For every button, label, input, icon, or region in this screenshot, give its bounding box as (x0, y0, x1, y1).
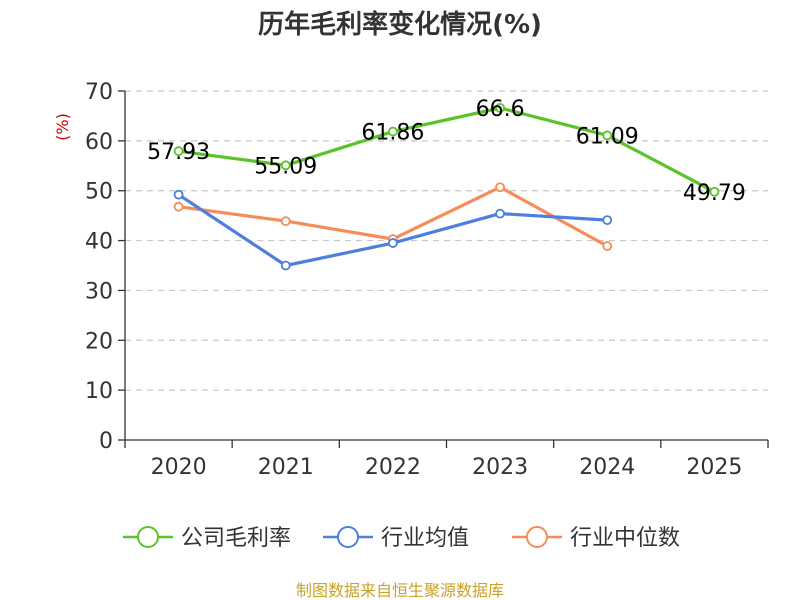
y-tick-label: 70 (85, 80, 113, 105)
gridlines (125, 90, 768, 391)
series-1-point (280, 260, 291, 271)
y-axis-unit-label: (%) (53, 113, 72, 141)
legend-marker-0 (137, 526, 159, 548)
data-label: 61.86 (361, 121, 424, 146)
series-2-point (495, 182, 505, 193)
series-line-1 (177, 193, 609, 268)
legend-marker-2 (526, 526, 548, 548)
series-1-point (173, 189, 184, 200)
legend-label: 行业中位数 (570, 526, 680, 551)
x-tick-label: 2023 (472, 455, 528, 480)
series-0-point (602, 130, 613, 141)
series-1-point (388, 238, 398, 248)
series-0-point (280, 160, 291, 171)
x-tick-label: 2020 (151, 455, 207, 480)
data-label: 57.93 (147, 140, 210, 165)
series-1-point (602, 215, 613, 226)
legend-label: 公司毛利率 (181, 526, 291, 551)
series-2-point (280, 216, 291, 227)
series-0-point (709, 186, 720, 197)
y-tick-label: 20 (85, 329, 113, 354)
chart-title: 历年毛利率变化情况(%) (258, 9, 542, 40)
legend: 公司毛利率 行业均值 行业中位数 (123, 526, 680, 551)
data-labels: 57.93 55.09 61.86 66.6 61.09 49.79 (147, 97, 746, 206)
series-2-point (173, 201, 184, 212)
series-line-0 (177, 106, 717, 194)
series-2-point (602, 241, 613, 251)
x-tick-label: 2024 (579, 455, 635, 480)
data-label: 61.09 (576, 124, 639, 149)
series-0-point (173, 146, 184, 157)
y-tick-label: 10 (85, 379, 113, 404)
axes: 0 10 20 30 40 50 60 70 2020 2021 2022 2023 2024 2025 (85, 80, 769, 480)
y-tick-label: 60 (85, 130, 113, 155)
y-tick-label: 50 (85, 180, 113, 205)
series-0-point (495, 103, 505, 113)
x-tick-label: 2021 (258, 455, 314, 480)
legend-label: 行业均值 (381, 526, 469, 551)
y-tick-label: 0 (99, 429, 113, 454)
legend-marker-1 (337, 526, 359, 548)
y-tick-label: 30 (85, 279, 113, 304)
x-tick-label: 2025 (686, 455, 742, 480)
data-label: 49.79 (683, 181, 746, 206)
y-tick-label: 40 (85, 230, 113, 255)
data-label: 66.6 (476, 97, 525, 122)
data-label: 55.09 (254, 154, 317, 179)
x-tick-label: 2022 (365, 455, 421, 480)
series-0-point (388, 126, 398, 137)
source-note: 制图数据来自恒生聚源数据库 (296, 581, 504, 600)
series-1-point (495, 208, 505, 219)
series-lines (173, 103, 720, 271)
